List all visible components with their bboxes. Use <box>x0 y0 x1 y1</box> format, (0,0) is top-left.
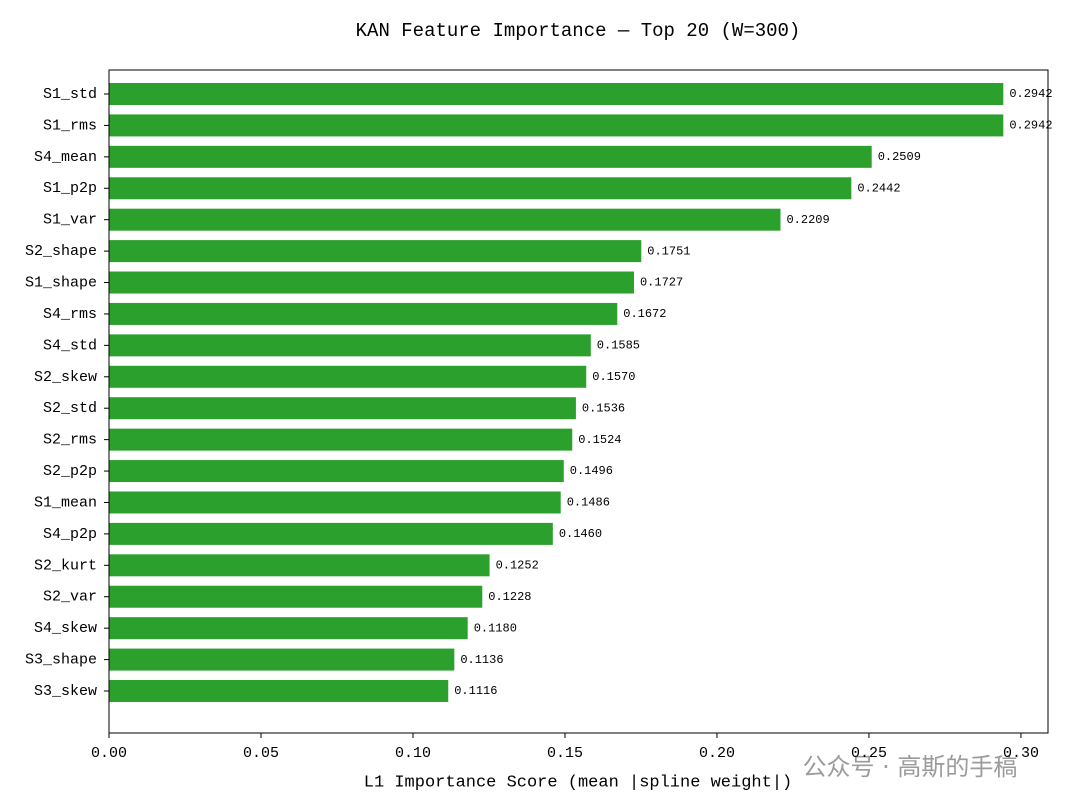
y-tick-label: S1_p2p <box>43 180 97 197</box>
chart-title: KAN Feature Importance — Top 20 (W=300) <box>356 20 801 42</box>
value-label: 0.1460 <box>559 527 602 541</box>
bar <box>109 522 553 545</box>
y-tick-label: S3_shape <box>25 652 97 669</box>
y-tick-label: S2_skew <box>34 369 97 386</box>
value-label: 0.1496 <box>570 464 613 478</box>
y-tick-label: S4_rms <box>43 306 97 323</box>
x-tick-label: 0.05 <box>243 745 279 762</box>
bar <box>109 617 468 640</box>
bar <box>109 648 455 671</box>
plot-frame <box>108 69 1049 734</box>
value-label: 0.1116 <box>454 684 497 698</box>
y-tick-label: S4_skew <box>34 620 97 637</box>
y-tick-label: S2_var <box>43 589 97 606</box>
value-label: 0.1252 <box>496 558 539 572</box>
value-label: 0.1672 <box>623 307 666 321</box>
y-tick-label: S1_rms <box>43 117 97 134</box>
value-label: 0.1136 <box>460 653 503 667</box>
value-label: 0.1486 <box>567 496 610 510</box>
bar <box>109 114 1004 137</box>
bar <box>109 83 1004 105</box>
y-tick-label: S2_shape <box>25 243 97 260</box>
y-tick-label: S2_p2p <box>43 463 97 480</box>
bar <box>109 428 573 451</box>
value-label: 0.2942 <box>1009 119 1052 133</box>
bar <box>109 397 576 420</box>
x-tick-label: 0.15 <box>547 745 583 762</box>
bar <box>109 177 852 200</box>
bar <box>109 208 781 231</box>
y-tick-label: S1_mean <box>34 494 97 511</box>
value-label: 0.2442 <box>857 181 900 195</box>
bar <box>109 145 872 168</box>
value-label: 0.1536 <box>582 401 625 415</box>
x-tick-label: 0.00 <box>91 745 127 762</box>
y-tick-label: S4_p2p <box>43 526 97 543</box>
bar <box>109 365 587 388</box>
value-label: 0.1524 <box>578 433 621 447</box>
y-tick-label: S1_shape <box>25 274 97 291</box>
bar <box>109 271 634 294</box>
x-tick-label: 0.30 <box>1003 745 1039 762</box>
value-label: 0.1570 <box>592 370 635 384</box>
y-tick-label: S4_mean <box>34 149 97 166</box>
value-label: 0.1727 <box>640 276 683 290</box>
value-label: 0.2509 <box>878 150 921 164</box>
y-tick-label: S1_std <box>43 86 97 103</box>
y-tick-label: S3_skew <box>34 683 97 700</box>
bar <box>109 554 490 577</box>
watermark: 公众号 · 高斯的手稿 <box>803 753 1018 781</box>
bar <box>109 240 642 263</box>
bar <box>109 460 564 483</box>
value-label: 0.1228 <box>488 590 531 604</box>
bar <box>109 585 483 608</box>
y-tick-label: S2_std <box>43 400 97 417</box>
value-label: 0.1585 <box>597 339 640 353</box>
x-axis-label: L1 Importance Score (mean |spline weight… <box>364 773 792 792</box>
bar <box>109 302 618 325</box>
bar <box>109 491 561 514</box>
y-tick-label: S4_std <box>43 337 97 354</box>
value-label: 0.2942 <box>1009 87 1052 101</box>
x-tick-label: 0.20 <box>699 745 735 762</box>
bar <box>109 680 449 702</box>
bar <box>109 334 591 357</box>
value-label: 0.2209 <box>786 213 829 227</box>
x-tick-label: 0.25 <box>851 745 887 762</box>
x-tick-label: 0.10 <box>395 745 431 762</box>
value-label: 0.1180 <box>474 621 517 635</box>
value-label: 0.1751 <box>647 244 690 258</box>
y-tick-label: S2_rms <box>43 432 97 449</box>
y-tick-label: S1_var <box>43 212 97 229</box>
y-tick-label: S2_kurt <box>34 557 97 574</box>
